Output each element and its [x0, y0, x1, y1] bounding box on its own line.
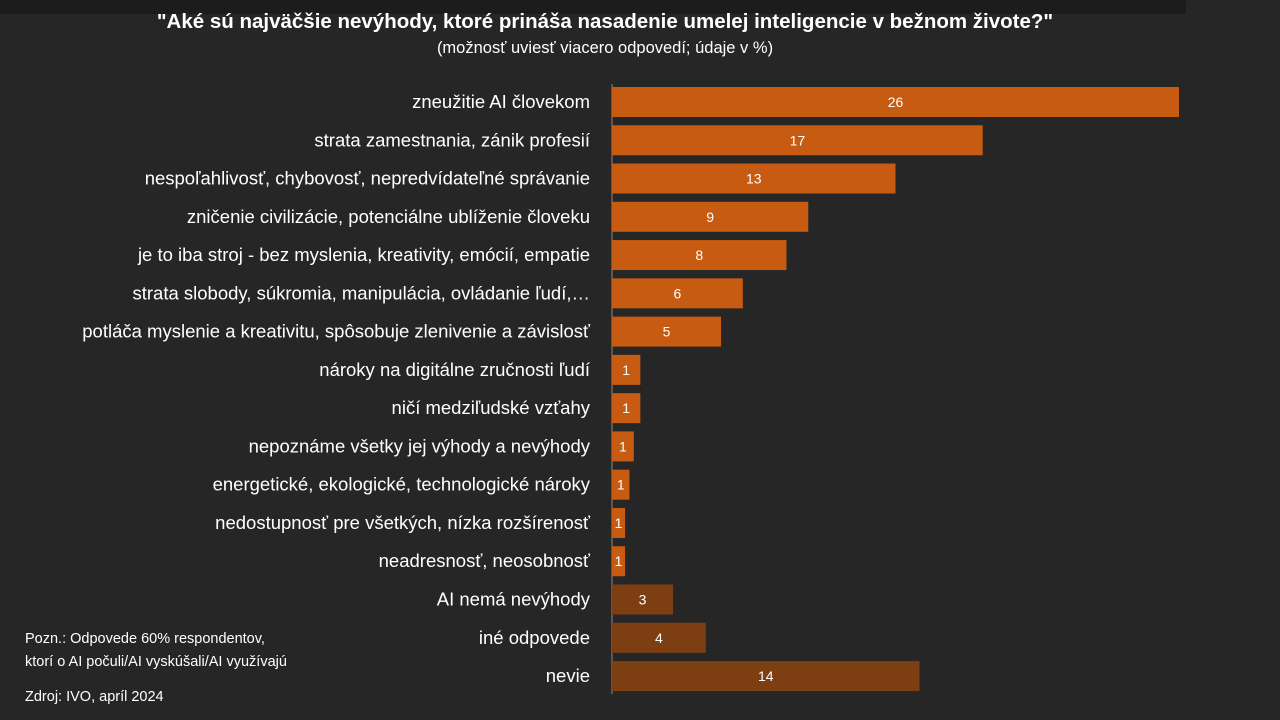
- category-label: je to iba stroj - bez myslenia, kreativi…: [137, 244, 590, 265]
- category-label: nedostupnosť pre všetkých, nízka rozšíre…: [215, 512, 591, 533]
- bar: [612, 125, 983, 156]
- bar: [612, 546, 626, 577]
- category-label: strata slobody, súkromia, manipulácia, o…: [132, 282, 590, 303]
- data-label: 3: [639, 592, 647, 608]
- note-line-2: ktorí o AI počuli/AI vyskúšali/AI využív…: [25, 654, 287, 670]
- category-label: nevie: [546, 665, 590, 686]
- data-label: 8: [695, 247, 703, 263]
- bar: [612, 507, 626, 538]
- data-label: 13: [746, 171, 762, 187]
- bar: [612, 622, 706, 653]
- data-label: 1: [615, 553, 623, 569]
- chart-subtitle: (možnosť uviesť viacero odpovedí; údaje …: [436, 39, 774, 57]
- bar: [612, 278, 743, 309]
- data-label: 1: [622, 362, 630, 378]
- bar: [612, 201, 809, 232]
- data-label: 1: [622, 400, 630, 416]
- chart-title: "Aké sú najväčšie nevýhody, ktoré prináš…: [156, 10, 1054, 33]
- bar: [612, 393, 641, 424]
- bar: [612, 354, 641, 385]
- category-label: iné odpovede: [479, 627, 590, 648]
- data-label: 17: [790, 132, 806, 148]
- note-line-1: Pozn.: Odpovede 60% respondentov,: [25, 631, 265, 647]
- category-label: nároky na digitálne zručnosti ľudí: [319, 359, 591, 380]
- bar: [612, 316, 722, 347]
- bar: [612, 163, 896, 194]
- top-banner-strip: [0, 0, 1186, 14]
- bar: [612, 240, 787, 271]
- category-label: zneužitie AI človekom: [412, 91, 590, 112]
- category-label: potláča myslenie a kreativitu, spôsobuje…: [82, 321, 591, 342]
- data-label: 5: [663, 324, 671, 340]
- category-label: strata zamestnania, zánik profesií: [314, 129, 590, 150]
- data-label: 6: [674, 285, 682, 301]
- bar: [612, 469, 630, 500]
- category-label: ničí medziľudské vzťahy: [392, 397, 591, 418]
- category-label: nepoznáme všetky jej výhody a nevýhody: [249, 435, 591, 456]
- source-note: Zdroj: IVO, apríl 2024: [25, 689, 164, 705]
- data-label: 1: [617, 477, 625, 493]
- category-label: zničenie civilizácie, potenciálne ublíže…: [187, 206, 590, 227]
- bar: [612, 87, 1179, 117]
- category-label: energetické, ekologické, technologické n…: [213, 474, 591, 495]
- category-label: AI nemá nevýhody: [437, 589, 591, 610]
- category-label: neadresnosť, neosobnosť: [379, 550, 591, 571]
- data-label: 1: [619, 438, 627, 454]
- bar: [612, 584, 674, 615]
- data-label: 26: [888, 94, 904, 110]
- bar: [612, 431, 634, 462]
- bar: [612, 661, 920, 692]
- data-label: 9: [706, 209, 714, 225]
- data-label: 4: [655, 630, 663, 646]
- data-label: 14: [758, 668, 774, 684]
- category-label: nespoľahlivosť, chybovosť, nepredvídateľ…: [145, 168, 590, 189]
- data-label: 1: [615, 515, 623, 531]
